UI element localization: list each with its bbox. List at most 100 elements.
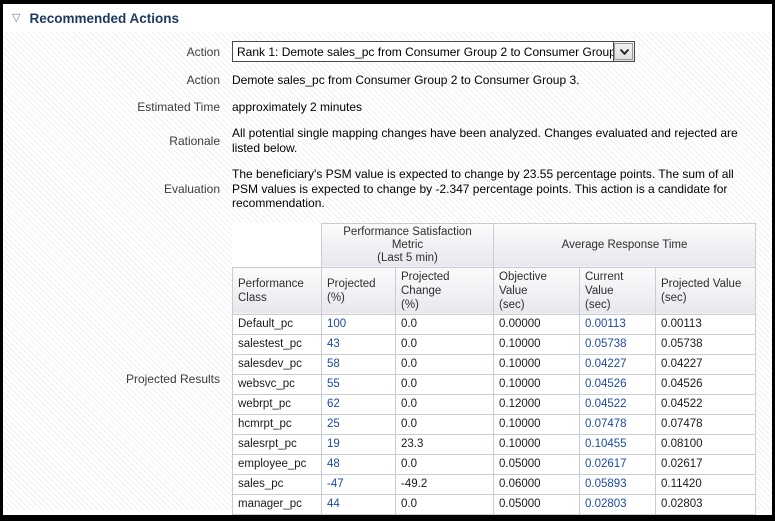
rationale-value: All potential single mapping changes hav… [232, 126, 738, 155]
cell-projected-value: 0.02617 [655, 453, 756, 475]
cell-performance-class: sales_pc [232, 473, 322, 495]
cell-objective-value: 0.10000 [493, 433, 580, 455]
cell-current-value[interactable]: 0.10455 [579, 433, 656, 455]
action-value: Demote sales_pc from Consumer Group 2 to… [232, 73, 580, 87]
cell-performance-class: salesdev_pc [232, 353, 322, 375]
cell-projected-value: 0.11420 [655, 473, 756, 495]
projected-results-row: Projected Results Performance Satisfacti… [3, 222, 772, 515]
col-performance-class: Performance Class [232, 266, 322, 315]
col-projected-change-pct: Projected Change (%) [395, 266, 494, 315]
cell-projected-change: -49.2 [395, 473, 494, 495]
cell-projected-pct[interactable]: 19 [321, 433, 396, 455]
cell-projected-change: 0.0 [395, 333, 494, 355]
table-row: manager_pc 44 0.0 0.05000 0.02803 0.02803 [232, 493, 756, 515]
evaluation-label: Evaluation [163, 181, 220, 196]
avg-response-time-group-header: Average Response Time [493, 222, 756, 268]
table-row: employee_pc 48 0.0 0.05000 0.02617 0.02617 [232, 453, 756, 475]
action-label: Action [186, 73, 220, 88]
cell-projected-value: 0.07001 [655, 513, 756, 515]
cell-projected-value: 0.08100 [655, 433, 756, 455]
cell-projected-value: 0.04227 [655, 353, 756, 375]
projected-results-label: Projected Results [125, 371, 220, 386]
psm-group-header: Performance Satisfaction Metric (Last 5 … [321, 222, 494, 268]
cell-projected-value: 0.00113 [655, 313, 756, 335]
cell-projected-value: 0.07478 [655, 413, 756, 435]
cell-objective-value: 0.10000 [493, 333, 580, 355]
cell-projected-value: 0.05738 [655, 333, 756, 355]
cell-current-value[interactable]: 0.04526 [579, 373, 656, 395]
cell-performance-class: employee_pc [232, 453, 322, 475]
table-row: salestest_pc 43 0.0 0.10000 0.05738 0.05738 [232, 333, 756, 355]
cell-objective-value: 0.00000 [493, 313, 580, 335]
cell-projected-change: 0.0 [395, 393, 494, 415]
cell-projected-pct[interactable]: -47 [321, 473, 396, 495]
rationale-row: Rationale All potential single mapping c… [3, 126, 772, 155]
chevron-down-icon [619, 48, 629, 55]
col-objective-value: Objective Value (sec) [493, 266, 580, 315]
cell-projected-pct[interactable]: 22 [321, 513, 396, 515]
cell-objective-value: 0.05000 [493, 493, 580, 515]
cell-performance-class: salestest_pc [232, 333, 322, 355]
cell-projected-pct[interactable]: 100 [321, 313, 396, 335]
table-row: webrpt_pc 62 0.0 0.12000 0.04522 0.04522 [232, 393, 756, 415]
cell-performance-class: manager_pc [232, 493, 322, 515]
action-text-row: Action Demote sales_pc from Consumer Gro… [3, 73, 772, 88]
cell-objective-value: 0.05000 [493, 453, 580, 475]
estimated-time-value: approximately 2 minutes [232, 99, 363, 114]
projected-results-table: Performance Satisfaction Metric (Last 5 … [232, 222, 756, 515]
table-row: salescart_pc2223.50.090000.091220.07001 [232, 513, 756, 515]
cell-objective-value: 0.09000 [493, 513, 580, 515]
cell-current-value[interactable]: 0.09122 [579, 513, 656, 515]
cell-current-value[interactable]: 0.02803 [579, 493, 656, 515]
cell-performance-class: hcmrpt_pc [232, 413, 322, 435]
table-row: Default_pc 100 0.0 0.00000 0.00113 0.00113 [232, 313, 756, 335]
cell-current-value[interactable]: 0.00113 [579, 313, 656, 335]
cell-performance-class: salescart_pc [232, 513, 322, 515]
cell-objective-value: 0.10000 [493, 353, 580, 375]
cell-projected-pct[interactable]: 48 [321, 453, 396, 475]
cell-projected-change: 0.0 [395, 413, 494, 435]
col-projected-pct: Projected (%) [321, 266, 396, 315]
panel-content: Action Rank 1: Demote sales_pc from Cons… [3, 32, 772, 515]
cell-projected-pct[interactable]: 55 [321, 373, 396, 395]
cell-objective-value: 0.10000 [493, 413, 580, 435]
cell-current-value[interactable]: 0.02617 [579, 453, 656, 475]
cell-projected-change: 0.0 [395, 313, 494, 335]
action-select-label: Action [186, 44, 220, 59]
estimated-time-label: Estimated Time [137, 99, 220, 114]
cell-objective-value: 0.12000 [493, 393, 580, 415]
evaluation-value: The beneficiary's PSM value is expected … [232, 167, 734, 210]
action-dropdown-button[interactable] [613, 42, 634, 61]
cell-projected-pct[interactable]: 58 [321, 353, 396, 375]
col-current-value: Current Value (sec) [579, 266, 656, 315]
action-dropdown[interactable]: Rank 1: Demote sales_pc from Consumer Gr… [232, 41, 635, 62]
disclosure-triangle-icon[interactable]: ▽ [12, 12, 21, 24]
cell-projected-change: 23.5 [395, 513, 494, 515]
cell-current-value[interactable]: 0.04522 [579, 393, 656, 415]
cell-performance-class: Default_pc [232, 313, 322, 335]
cell-performance-class: salesrpt_pc [232, 433, 322, 455]
cell-current-value[interactable]: 0.07478 [579, 413, 656, 435]
table-row: websvc_pc 55 0.0 0.10000 0.04526 0.04526 [232, 373, 756, 395]
cell-projected-value: 0.02803 [655, 493, 756, 515]
cell-projected-value: 0.04526 [655, 373, 756, 395]
panel-header: ▽ Recommended Actions [3, 4, 772, 32]
cell-current-value[interactable]: 0.04227 [579, 353, 656, 375]
table-row: salesdev_pc 58 0.0 0.10000 0.04227 0.04227 [232, 353, 756, 375]
empty-corner-cell [232, 223, 322, 268]
cell-projected-change: 23.3 [395, 433, 494, 455]
table-column-header-row: Performance Class Projected (%) Projected … [232, 266, 756, 315]
cell-performance-class: websvc_pc [232, 373, 322, 395]
table-row: hcmrpt_pc 25 0.0 0.10000 0.07478 0.07478 [232, 413, 756, 435]
cell-projected-pct[interactable]: 44 [321, 493, 396, 515]
table-row: salesrpt_pc 19 23.3 0.10000 0.10455 0.08100 [232, 433, 756, 455]
cell-current-value[interactable]: 0.05893 [579, 473, 656, 495]
cell-projected-pct[interactable]: 25 [321, 413, 396, 435]
cell-current-value[interactable]: 0.05738 [579, 333, 656, 355]
cell-projected-pct[interactable]: 62 [321, 393, 396, 415]
table-body: Default_pc 100 0.0 0.00000 0.00113 0.00113 sal… [232, 313, 756, 515]
cell-objective-value: 0.06000 [493, 473, 580, 495]
cell-performance-class: webrpt_pc [232, 393, 322, 415]
cell-projected-pct[interactable]: 43 [321, 333, 396, 355]
